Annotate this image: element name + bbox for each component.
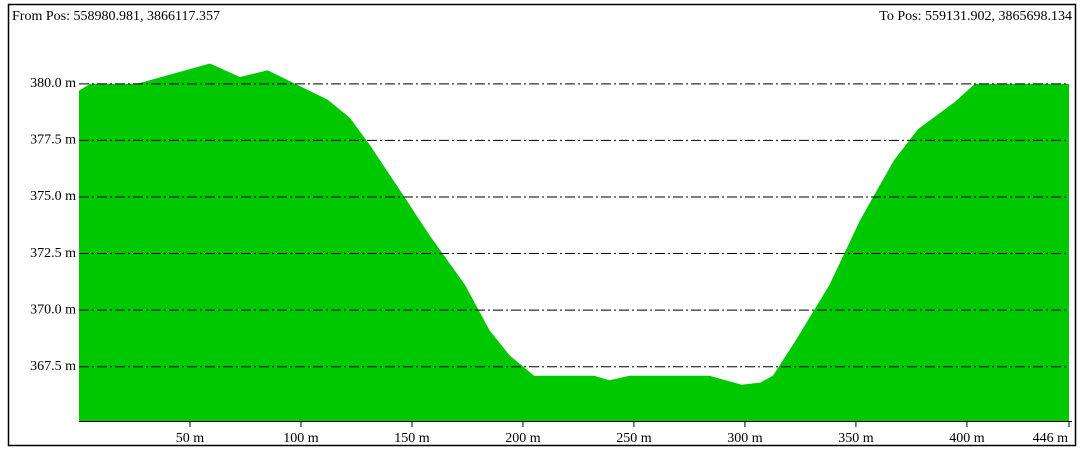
- terrain-area: [79, 63, 1069, 422]
- frame: [7, 3, 1077, 447]
- x-tick-label: 200 m: [505, 431, 541, 446]
- x-tick-label: 300 m: [727, 431, 763, 446]
- y-tick-label: 372.5 m: [30, 246, 76, 261]
- x-tick-label: 400 m: [949, 431, 985, 446]
- x-tick-label: 446 m: [1033, 431, 1069, 446]
- x-tick-label: 150 m: [394, 431, 430, 446]
- to-position: To Pos: 559131.902, 3865698.134: [879, 9, 1072, 24]
- from-position: From Pos: 558980.981, 3866117.357: [12, 9, 220, 24]
- y-tick-label: 370.0 m: [30, 302, 76, 317]
- x-tick-label: 100 m: [283, 431, 319, 446]
- x-tick-label: 250 m: [616, 431, 652, 446]
- x-tick-label: 50 m: [176, 431, 205, 446]
- y-tick-label: 367.5 m: [30, 359, 76, 374]
- x-tick-label: 350 m: [838, 431, 874, 446]
- y-tick-label: 375.0 m: [30, 189, 76, 204]
- y-tick-label: 377.5 m: [30, 133, 76, 148]
- y-tick-label: 380.0 m: [30, 76, 76, 91]
